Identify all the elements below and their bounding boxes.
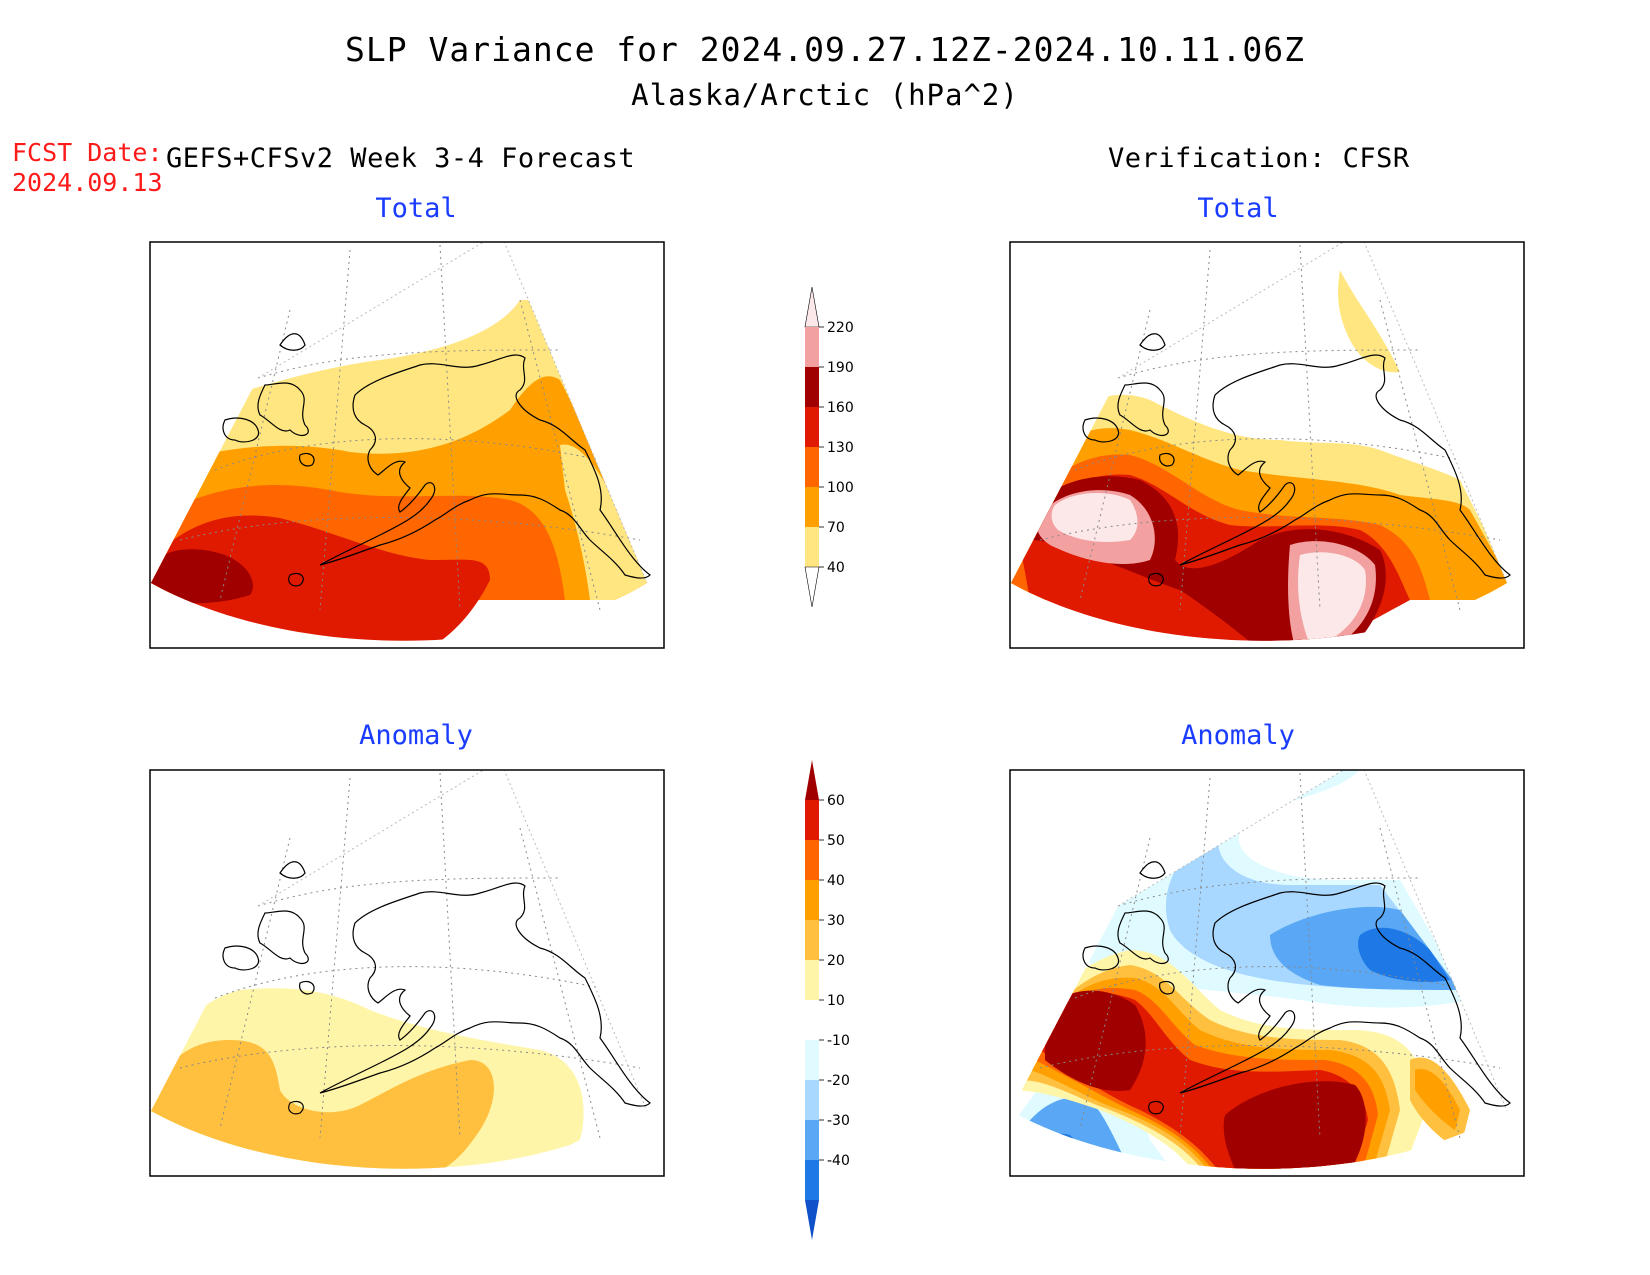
colorbar-total-segment (805, 407, 819, 447)
forecast-date-value: 2024.09.13 (12, 168, 163, 197)
colorbar-total: 220 190 160 130 100 70 40 (804, 286, 854, 608)
colorbar-anomaly-segment (805, 1080, 819, 1120)
chart-title: SLP Variance for 2024.09.27.12Z-2024.10.… (345, 30, 1305, 69)
colorbar-total-segment (805, 527, 819, 567)
colorbar-anomaly-label: -10 (827, 1033, 850, 1049)
map-forecast-total (151, 242, 647, 641)
colorbar-total-label: 40 (827, 560, 845, 576)
map-verification-total (1011, 242, 1507, 641)
colorbar-anomaly-segment (805, 920, 819, 960)
colorbar-total-label: 70 (827, 520, 845, 536)
colorbar-anomaly-segment (805, 880, 819, 920)
frame-verification-total (1009, 241, 1525, 649)
colorbar-total-segment (805, 487, 819, 527)
contour-20-30 (151, 1040, 494, 1169)
colorbar-anomaly-segment (805, 800, 819, 840)
frame-verification-anomaly (1009, 769, 1525, 1177)
panel-title-forecast-anomaly: Anomaly (359, 720, 473, 751)
contour-220-west (1051, 493, 1138, 542)
colorbar-anomaly-segment (805, 1120, 819, 1160)
colorbar-total-label: 220 (827, 320, 854, 336)
colorbar-anomaly-label: -30 (827, 1113, 850, 1129)
colorbar-anomaly-segment (805, 840, 819, 880)
contour-60-west (1045, 990, 1146, 1091)
colorbar-total-segment (805, 367, 819, 407)
colorbar-anomaly-segment (805, 960, 819, 1000)
colorbar-anomaly-label: 60 (827, 793, 845, 809)
graticule-lines (179, 244, 1501, 1139)
colorbar-total-label: 130 (827, 440, 854, 456)
colorbar-anomaly-arrow-top (805, 760, 819, 800)
contour-minus40 (1358, 927, 1450, 982)
colorbar-total-label: 160 (827, 400, 854, 416)
colorbar-total-label: 190 (827, 360, 854, 376)
colorbar-total-label: 100 (827, 480, 854, 496)
colorbar-anomaly-label: 10 (827, 993, 845, 1009)
contour-40-70-north (1338, 270, 1400, 373)
panel-title-forecast-total: Total (375, 193, 457, 224)
map-verification-anomaly (1011, 770, 1507, 1169)
colorbar-total-segment (805, 327, 819, 367)
chart-subtitle: Alaska/Arctic (hPa^2) (631, 78, 1019, 112)
colorbar-anomaly-label: -20 (827, 1073, 850, 1089)
colorbar-anomaly-segment (805, 1000, 819, 1040)
contour-160-190 (151, 549, 253, 604)
contour-60-east (1223, 1081, 1366, 1169)
sector-outlines (257, 242, 1508, 1112)
colorbar-anomaly-segment (805, 1040, 819, 1080)
colorbar-total-arrow-bottom (804, 566, 820, 608)
forecast-model-header: GEFS+CFSv2 Week 3-4 Forecast (166, 143, 636, 174)
colorbar-anomaly-label: 50 (827, 833, 845, 849)
colorbar-anomaly-label: 30 (827, 913, 845, 929)
frame-forecast-anomaly (149, 769, 665, 1177)
panel-title-verification-total: Total (1197, 193, 1279, 224)
frame-forecast-total (149, 241, 665, 649)
colorbar-anomaly-arrow-bottom (805, 1200, 819, 1240)
colorbar-anomaly: 60 50 40 30 20 10 -10 -20 -30 -40 (805, 760, 850, 1240)
colorbar-anomaly-segment (805, 1160, 819, 1200)
forecast-date-label: FCST Date: (12, 138, 163, 167)
map-forecast-anomaly (151, 770, 647, 1169)
contour-30-40-east (1415, 1069, 1460, 1130)
colorbar-total-segment (805, 447, 819, 487)
verification-header: Verification: CFSR (1108, 143, 1410, 174)
panel-title-verification-anomaly: Anomaly (1181, 720, 1295, 751)
colorbar-anomaly-label: 40 (827, 873, 845, 889)
colorbar-total-arrow-top (804, 286, 820, 328)
colorbar-anomaly-label: -40 (827, 1153, 850, 1169)
contour-220-east (1298, 552, 1366, 641)
colorbar-anomaly-label: 20 (827, 953, 845, 969)
